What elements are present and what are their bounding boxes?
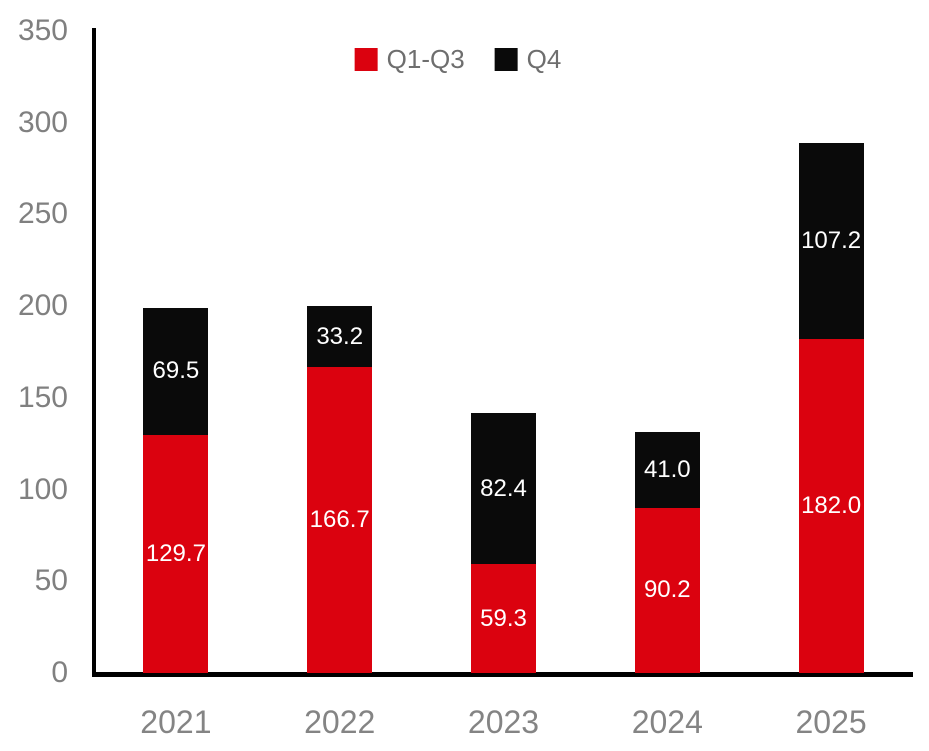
data-label: 41.0: [643, 455, 691, 483]
y-axis-tick-label: 150: [17, 380, 68, 414]
bar-segment-q4-2022: 33.2: [307, 306, 373, 368]
bar-segment-q1-q3-2021: 129.7: [143, 435, 209, 673]
y-axis-tick-label: 250: [17, 197, 68, 231]
legend-label: Q1-Q3: [386, 44, 465, 74]
x-axis-tick-label: 2023: [467, 704, 540, 740]
x-axis-line: [92, 672, 913, 677]
bar-segment-q4-2025: 107.2: [798, 142, 864, 340]
bar-segment-q4-2023: 82.4: [471, 413, 536, 565]
bar-segment-q1-q3-2022: 166.7: [307, 367, 373, 673]
y-axis-tick-label: 100: [17, 472, 68, 506]
bar-segment-q1-q3-2023: 59.3: [471, 564, 536, 673]
data-label: 129.7: [145, 540, 206, 568]
bar-segment-q1-q3-2025: 182.0: [798, 339, 864, 673]
legend-item-q1-q3: Q1-Q3: [354, 44, 465, 75]
y-axis-tick-label: 50: [34, 564, 68, 598]
bar-segment-q1-q3-2024: 90.2: [634, 507, 700, 673]
data-label: 107.2: [801, 226, 862, 254]
bar-segment-q4-2021: 69.5: [143, 307, 209, 436]
bar-segment-q4-2024: 41.0: [634, 432, 700, 508]
data-label: 166.7: [309, 506, 370, 534]
x-axis-tick-label: 2024: [631, 704, 703, 740]
y-axis-tick-label: 300: [17, 105, 68, 139]
legend-item-q4: Q4: [494, 44, 562, 75]
y-axis-line: [92, 28, 96, 677]
x-axis-tick-label: 2022: [304, 704, 376, 740]
data-label: 82.4: [480, 474, 527, 502]
legend-swatch-icon: [354, 48, 378, 71]
data-label: 59.3: [480, 604, 527, 632]
x-axis-tick-label: 2021: [140, 704, 212, 740]
legend-label: Q4: [526, 44, 562, 74]
data-label: 90.2: [643, 576, 691, 604]
data-label: 182.0: [801, 492, 862, 520]
legend: Q1-Q3 Q4: [354, 44, 562, 75]
legend-swatch-icon: [494, 48, 518, 71]
data-label: 69.5: [152, 357, 200, 385]
y-axis-tick-label: 350: [17, 14, 68, 47]
data-label: 33.2: [316, 322, 364, 350]
y-axis-tick-label: 0: [51, 656, 68, 689]
x-axis-tick-label: 2025: [795, 704, 867, 740]
y-axis-tick-label: 200: [17, 289, 68, 323]
